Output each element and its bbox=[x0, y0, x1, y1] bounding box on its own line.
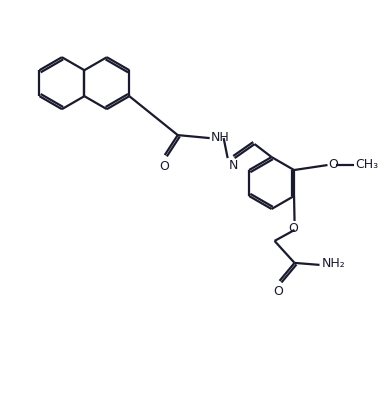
Text: O: O bbox=[289, 222, 298, 235]
Text: CH₃: CH₃ bbox=[356, 158, 379, 171]
Text: NH: NH bbox=[211, 130, 229, 143]
Text: O: O bbox=[274, 285, 283, 298]
Text: NH₂: NH₂ bbox=[321, 257, 345, 270]
Text: O: O bbox=[159, 160, 169, 173]
Text: O: O bbox=[328, 158, 338, 171]
Text: N: N bbox=[228, 159, 238, 172]
